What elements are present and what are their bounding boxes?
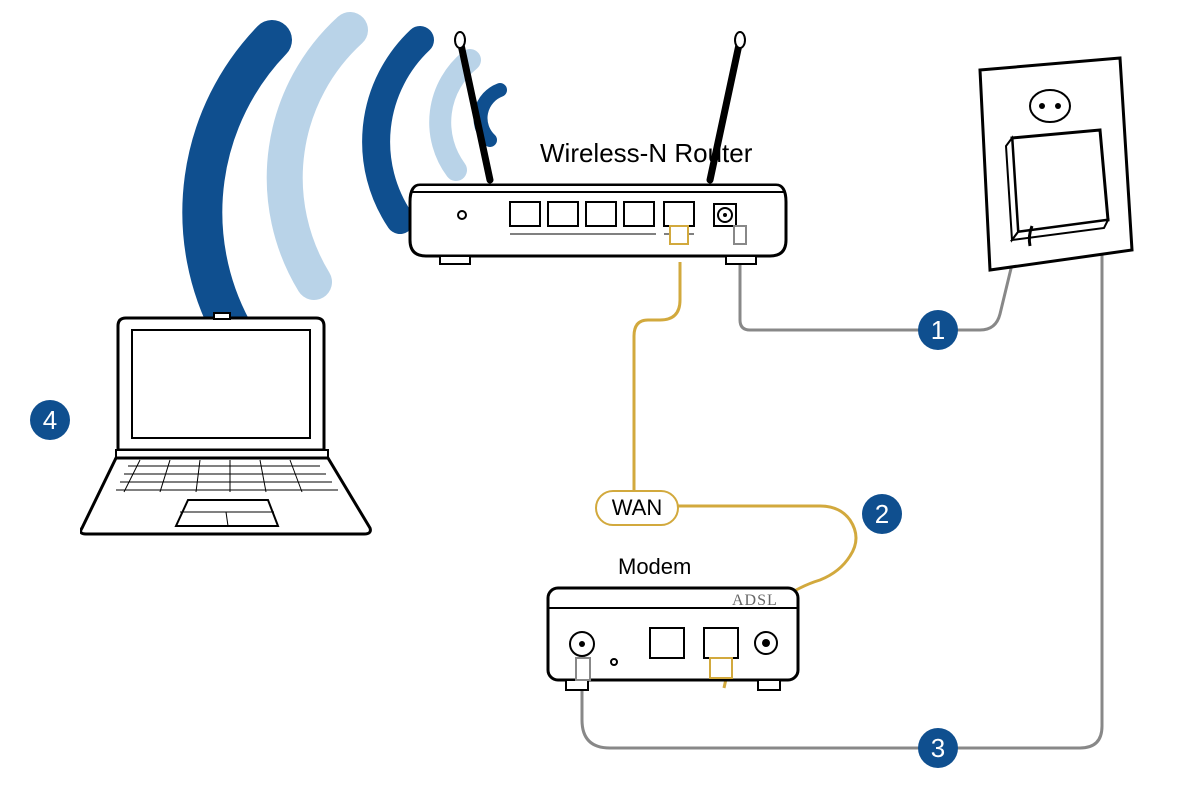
modem-icon <box>540 580 820 720</box>
badge-2: 2 <box>862 494 902 534</box>
badge-1-text: 1 <box>931 315 945 346</box>
laptop-icon <box>80 310 380 550</box>
cable-wan-top <box>634 262 680 490</box>
diagram-canvas: Wireless-N Router <box>0 0 1200 800</box>
wan-pill: WAN <box>595 490 679 526</box>
badge-3-text: 3 <box>931 733 945 764</box>
modem-label: Modem <box>618 554 691 580</box>
router-label: Wireless-N Router <box>540 138 752 169</box>
badge-4-text: 4 <box>43 405 57 436</box>
modem-type-label: ADSL <box>732 592 778 610</box>
badge-3: 3 <box>918 728 958 768</box>
outlet-icon <box>950 50 1170 310</box>
badge-1: 1 <box>918 310 958 350</box>
wan-label: WAN <box>612 495 663 521</box>
badge-4: 4 <box>30 400 70 440</box>
badge-2-text: 2 <box>875 499 889 530</box>
